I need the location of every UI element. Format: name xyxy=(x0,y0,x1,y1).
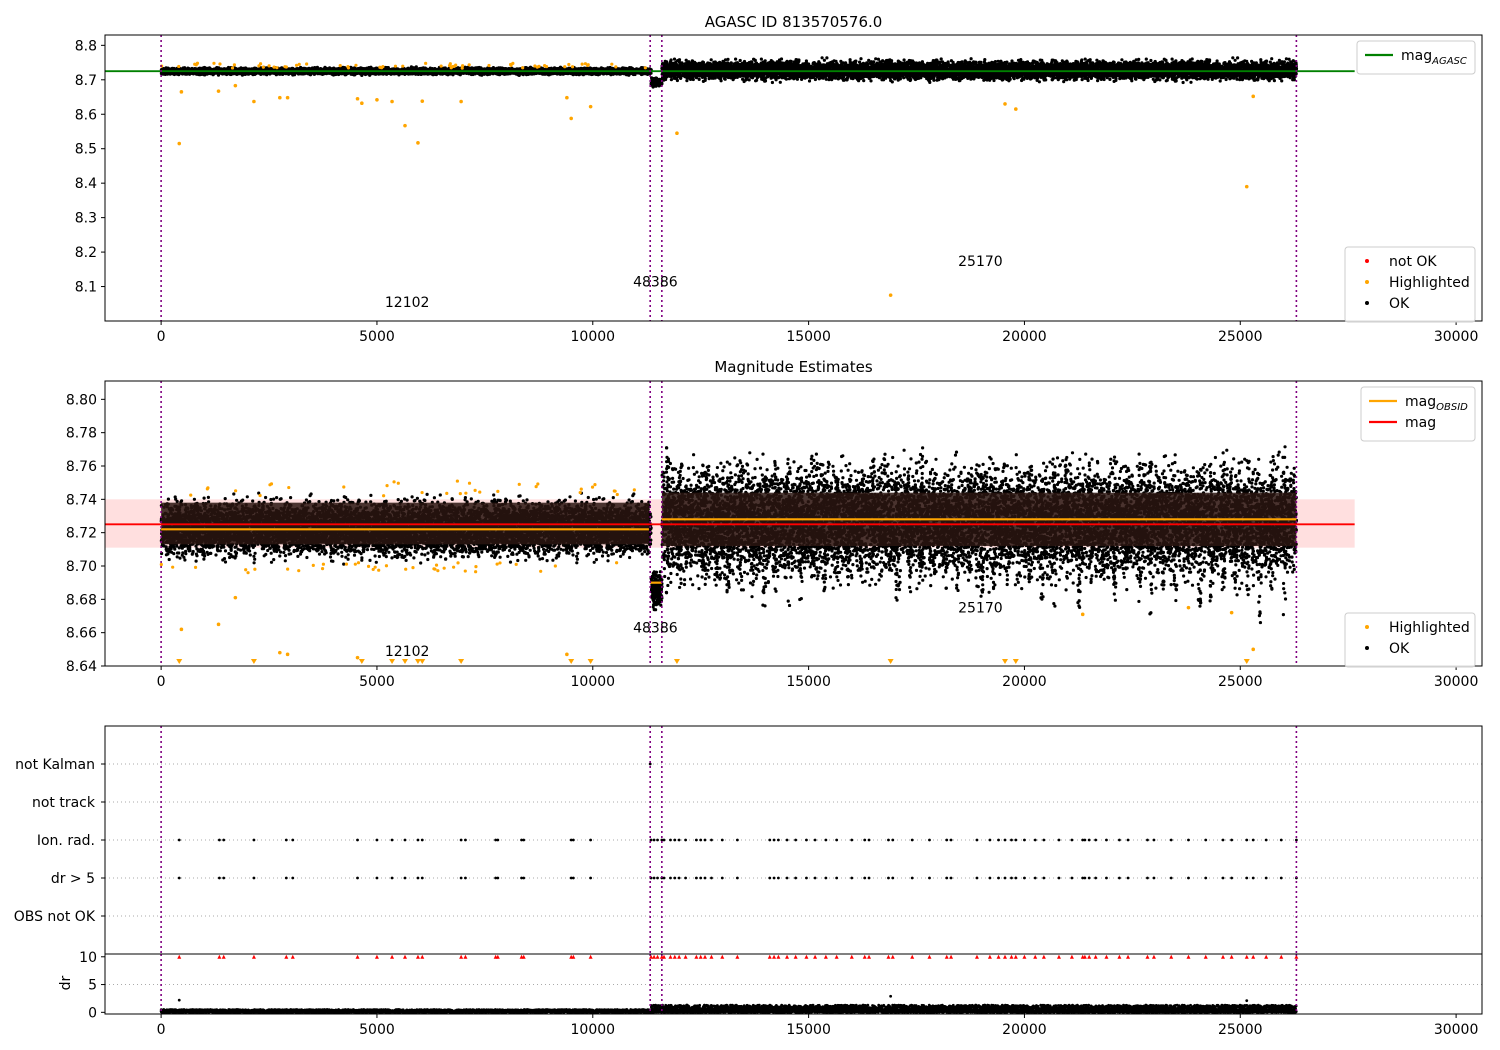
plot-data xyxy=(105,56,1355,297)
chart-title: AGASC ID 813570576.0 xyxy=(705,13,883,31)
